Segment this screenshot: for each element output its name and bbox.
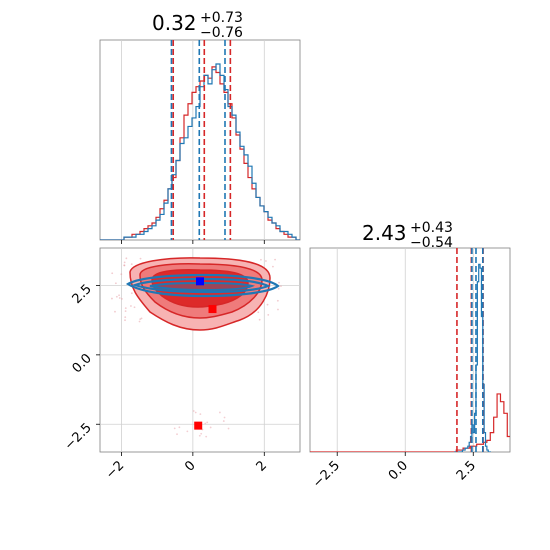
scatter-point <box>277 308 279 311</box>
hist-y-tick-marks: −2.5 0.0 2.5 <box>310 452 479 491</box>
scatter-point <box>115 295 118 298</box>
hist-y-gridlines <box>336 248 474 452</box>
hist-y-title-plus: +0.43 <box>410 220 453 236</box>
hist-y-step-red <box>310 393 510 452</box>
scatter-point <box>140 317 143 320</box>
scatter-point <box>118 297 121 299</box>
scatter-point <box>130 305 132 307</box>
scatter-point <box>111 272 114 275</box>
scatter-point <box>222 420 225 422</box>
scatter-point <box>267 313 270 316</box>
hist-y-title-minus: −0.54 <box>410 235 453 251</box>
scatter-point <box>276 299 279 302</box>
scatter-point <box>139 318 142 321</box>
scatter-point <box>227 427 230 430</box>
x-tick-label: 2.5 <box>454 458 479 483</box>
scatter-point <box>192 410 195 412</box>
scatter-point <box>114 310 116 313</box>
joint-panel: −2 0 2 −2.5 0.0 2.5 <box>62 247 301 482</box>
scatter-point <box>277 287 280 290</box>
hist-x-title: 0.32 +0.73 −0.76 <box>152 10 243 41</box>
scatter-point <box>258 318 261 321</box>
scatter-point <box>280 285 282 288</box>
hist-y-title-median: 2.43 <box>362 221 407 245</box>
x-tick-label: 0.0 <box>386 458 411 483</box>
scatter-point <box>186 430 189 433</box>
hist-y-steps <box>310 263 510 452</box>
scatter-point <box>120 273 123 276</box>
scatter-point <box>272 265 274 268</box>
scatter-point <box>125 257 128 260</box>
scatter-point <box>223 416 226 419</box>
scatter-point <box>274 258 276 261</box>
truth-marker-red <box>194 421 203 430</box>
scatter-point <box>111 297 113 300</box>
scatter-point <box>124 307 127 310</box>
y-tick-label: −2.5 <box>62 420 95 453</box>
scatter-point <box>123 261 126 264</box>
contour-blue-mid <box>131 277 271 294</box>
scatter-point <box>139 257 142 260</box>
hist-y-step-blue <box>454 263 491 452</box>
joint-frame <box>99 247 301 453</box>
scatter-point <box>209 426 212 429</box>
y-tick-label: 0.0 <box>70 351 95 376</box>
hist-x-gridlines <box>121 40 265 240</box>
scatter-point <box>130 263 133 266</box>
scatter-point <box>124 310 127 313</box>
scatter-point <box>199 413 202 416</box>
scatter-point <box>257 311 260 314</box>
hist-x-title-median: 0.32 <box>152 11 197 35</box>
scatter-point <box>124 316 127 319</box>
hist-x-tick-marks <box>121 240 265 244</box>
hist-x-step-blue <box>100 63 300 240</box>
hist-x-panel: 0.32 +0.73 −0.76 <box>99 10 301 244</box>
scatter-point <box>178 426 181 429</box>
scatter-point <box>218 411 221 414</box>
contour-blue-inner <box>149 281 255 292</box>
x-tick-label: −2.5 <box>310 458 343 491</box>
scatter-point <box>124 319 126 322</box>
scatter-point <box>266 303 269 306</box>
scatter-point <box>123 264 126 267</box>
scatter-point <box>194 411 197 414</box>
scatter-point <box>121 297 123 300</box>
hist-y-panel: −2.5 0.0 2.5 2.43 +0.43 −0.54 <box>309 220 511 491</box>
x-tick-label: 2 <box>254 458 270 474</box>
y-tick-label: 2.5 <box>70 282 95 307</box>
scatter-point <box>200 432 203 435</box>
scatter-point <box>198 434 201 437</box>
scatter-point <box>205 435 208 438</box>
scatter-point <box>260 258 262 261</box>
x-tick-label: −2 <box>103 458 127 482</box>
hist-y-quantile-lines <box>456 248 484 452</box>
hist-x-title-plus: +0.73 <box>200 10 243 26</box>
scatter-point <box>138 320 141 323</box>
scatter-point <box>114 282 117 285</box>
scatter-point <box>278 281 280 284</box>
hist-x-title-minus: −0.76 <box>200 25 243 41</box>
scatter-point <box>265 260 267 262</box>
truth-marker-blue <box>196 277 204 286</box>
scatter-point <box>206 421 209 424</box>
hist-y-title: 2.43 +0.43 −0.54 <box>362 220 453 251</box>
joint-contours-blue <box>125 273 280 298</box>
hist-x-steps <box>100 63 300 240</box>
hist-x-quantile-lines <box>170 40 232 240</box>
joint-truth-markers <box>194 277 217 430</box>
scatter-point <box>130 292 133 295</box>
scatter-point <box>176 433 178 436</box>
scatter-point <box>204 422 207 425</box>
x-tick-label: 0 <box>182 458 198 474</box>
scatter-point <box>133 306 136 309</box>
contour-blue-outer <box>125 273 280 298</box>
truth-marker-red <box>208 305 217 314</box>
scatter-point <box>173 427 176 430</box>
hist-y-frame <box>309 247 511 453</box>
scatter-point <box>118 294 120 297</box>
